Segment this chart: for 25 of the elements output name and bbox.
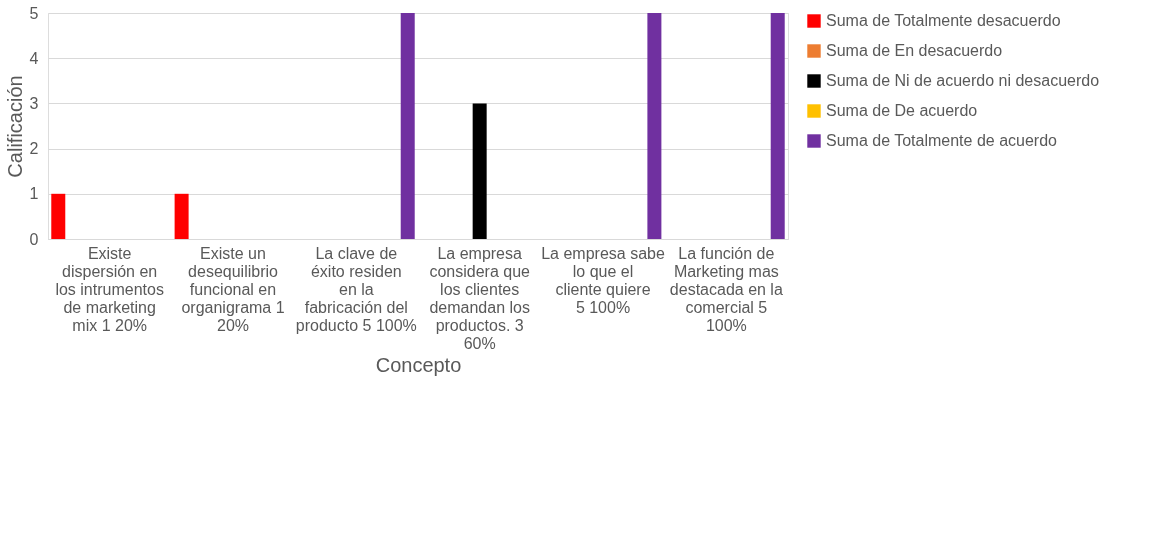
bar <box>51 193 66 239</box>
legend-label: Suma de De acuerdo <box>826 102 978 119</box>
bar <box>174 193 189 239</box>
y-tick-label: 3 <box>29 94 39 112</box>
x-tick-label: La empresa considera que los clientes demandan los productos. 3 60% <box>429 244 531 352</box>
x-tick-label: Existe dispersión en los intrumentos de marketing mix 1 20% <box>55 244 164 334</box>
x-tick-label: Existe un desequilibrio funcional en organigrama 1 20% <box>181 244 285 334</box>
y-axis-title: Calificación <box>3 75 26 178</box>
x-tick-label: La función de Marketing mas destacada en la comercial 5 100% <box>669 244 783 334</box>
bar <box>647 13 662 239</box>
x-tick-label: La clave de éxito residen en la fabricación del producto 5 100% <box>295 244 417 334</box>
legend-label: Suma de Totalmente de acuerdo <box>826 132 1058 149</box>
y-tick-label: 0 <box>29 230 39 248</box>
bar <box>770 13 785 239</box>
x-axis-title: Concepto <box>375 353 462 376</box>
bar <box>472 103 487 239</box>
bar <box>400 13 415 239</box>
legend-label: Suma de Ni de acuerdo ni desacuerdo <box>826 72 1100 89</box>
legend-label: Suma de Totalmente desacuerdo <box>826 12 1061 29</box>
y-tick-label: 5 <box>29 4 39 22</box>
y-tick-label: 4 <box>29 49 39 67</box>
y-tick-label: 1 <box>29 185 39 203</box>
y-tick-label: 2 <box>29 140 39 158</box>
legend-label: Suma de En desacuerdo <box>826 42 1003 59</box>
x-tick-label: La empresa sabe lo que el cliente quiere 5 100% <box>541 244 665 316</box>
